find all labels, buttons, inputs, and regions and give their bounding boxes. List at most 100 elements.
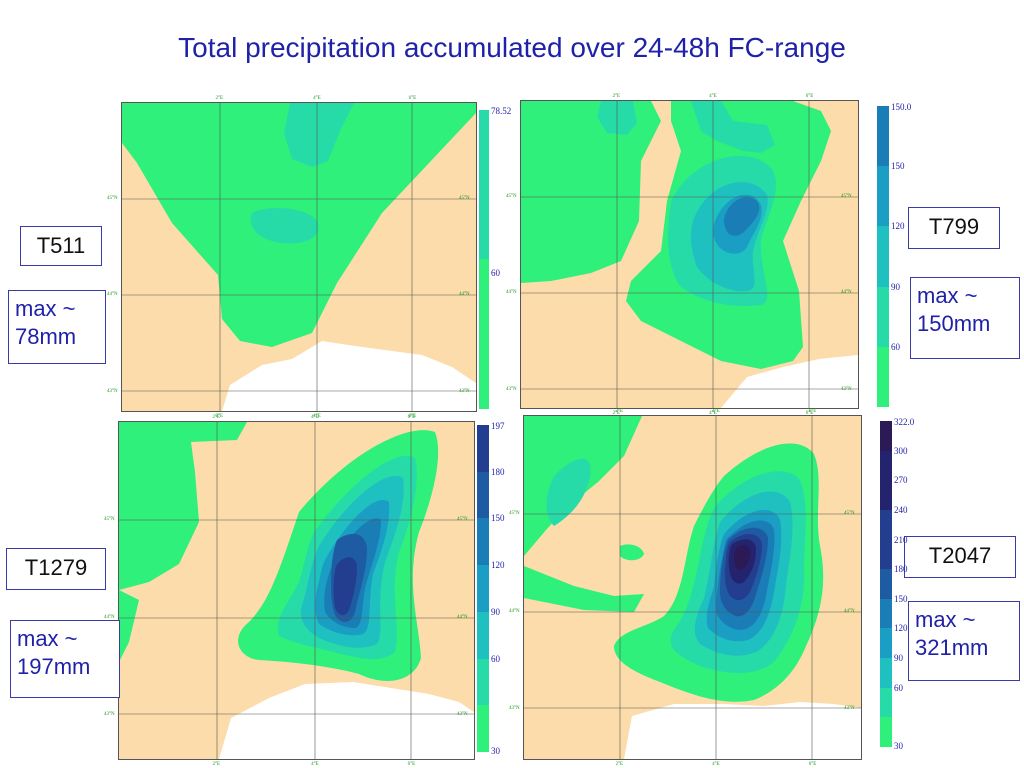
colorbar-tick-label: 120 (891, 221, 905, 232)
colorbar-segment (880, 480, 892, 511)
lat-tick-label: 44°N (506, 290, 517, 296)
lat-tick-label: 43°N (457, 711, 468, 717)
lat-tick-label: 44°N (509, 609, 520, 615)
colorbar-segment (880, 421, 892, 452)
colorbar-segment (880, 509, 892, 541)
resolution-label-t1279: T1279 (6, 548, 106, 590)
precip-area-low (524, 566, 644, 612)
lat-tick-label: 45°N (841, 193, 852, 199)
colorbar-tick-label: 240 (894, 504, 908, 515)
colorbar-tick-label: 60 (491, 653, 500, 664)
colorbar-max-label: 322.0 (894, 417, 915, 427)
lon-tick-label: 6°E (805, 94, 814, 99)
colorbar-t511 (479, 110, 489, 409)
colorbar-t1279 (477, 425, 489, 753)
colorbar-segment (477, 658, 489, 706)
lon-tick-label: 2°E (212, 762, 221, 767)
colorbar-segment (477, 565, 489, 613)
sea (222, 341, 476, 411)
lon-tick-label: 4°E (313, 414, 321, 419)
lat-tick-label: 45°N (844, 510, 855, 516)
lon-tick-label: 4°E (709, 94, 717, 99)
lon-tick-label: 2°E (215, 96, 224, 101)
precip-map-t799 (521, 101, 858, 408)
lat-tick-label: 45°N (104, 516, 115, 522)
sea (219, 682, 474, 759)
lat-tick-label: 45°N (509, 510, 520, 516)
precip-map-t511 (122, 103, 476, 411)
lat-tick-label: 45°N (459, 195, 470, 201)
lon-tick-label: 6°E (805, 411, 814, 416)
colorbar-tick-label: 90 (891, 281, 900, 292)
lon-tick-label: 4°E (712, 409, 720, 414)
colorbar-tick-label: 210 (894, 534, 908, 545)
sea (624, 702, 861, 759)
colorbar-segment (880, 687, 892, 718)
lon-tick-label: 2°E (615, 762, 624, 767)
colorbar-segment (477, 425, 489, 473)
lon-tick-label: 6°E (408, 96, 417, 101)
lat-tick-label: 43°N (844, 705, 855, 711)
map-panel-t1279 (118, 421, 475, 760)
colorbar-segment (479, 259, 489, 409)
lat-tick-label: 43°N (459, 388, 470, 394)
map-panel-t2047 (523, 415, 862, 760)
max-box-t799: max ~ 150mm (910, 277, 1020, 359)
colorbar-tick-label: 120 (491, 560, 505, 571)
lat-tick-label: 44°N (841, 290, 852, 296)
lon-tick-label: 2°E (212, 415, 221, 420)
lat-tick-label: 43°N (509, 705, 520, 711)
lon-tick-label: 2°E (612, 411, 621, 416)
colorbar-t799 (877, 106, 889, 408)
lon-tick-label: 4°E (311, 762, 319, 767)
lon-tick-label: 6°E (808, 409, 817, 414)
colorbar-segment (477, 471, 489, 519)
sea (721, 355, 858, 408)
lon-tick-label: 6°E (407, 762, 416, 767)
colorbar-tick-label: 150 (491, 513, 505, 524)
lon-tick-label: 6°E (408, 414, 417, 419)
colorbar-tick-label: 60 (894, 682, 903, 693)
colorbar-tick-label: 120 (894, 623, 908, 634)
colorbar-segment (880, 628, 892, 659)
colorbar-tick-label: 30 (491, 746, 500, 756)
lat-tick-label: 45°N (506, 193, 517, 199)
colorbar-tick-label: 90 (491, 606, 500, 617)
colorbar-segment (877, 286, 889, 348)
max-box-t511: max ~ 78mm (8, 290, 106, 364)
colorbar-max-label: 78.52 (491, 106, 512, 116)
resolution-label-t511: T511 (20, 226, 102, 266)
lat-tick-label: 45°N (107, 195, 118, 201)
precip-area-mid (250, 208, 319, 244)
colorbar-t2047 (880, 421, 892, 748)
colorbar-tick-label: 60 (891, 341, 900, 352)
colorbar-segment (877, 106, 889, 167)
precip-area-peak (733, 545, 751, 571)
lat-tick-label: 43°N (506, 386, 517, 392)
colorbar-max-label: 150.0 (891, 102, 912, 112)
colorbar-segment (880, 717, 892, 748)
colorbar-segment (477, 518, 489, 566)
lat-tick-label: 43°N (841, 386, 852, 392)
colorbar-segment (880, 450, 892, 481)
colorbar-tick-label: 180 (491, 466, 505, 477)
precip-area-low (119, 422, 247, 590)
precip-area-mid (691, 101, 775, 153)
colorbar-tick-label: 270 (894, 475, 908, 486)
colorbar-segment (479, 110, 489, 260)
lat-tick-label: 44°N (844, 609, 855, 615)
colorbar-segment (877, 346, 889, 408)
lon-tick-label: 4°E (709, 411, 717, 416)
map-panel-t799 (520, 100, 859, 409)
lat-tick-label: 43°N (104, 711, 115, 717)
precip-map-t2047 (524, 416, 861, 759)
precip-area-high (333, 557, 357, 616)
colorbar-tick-label: 150 (894, 593, 908, 604)
resolution-label-t2047: T2047 (904, 536, 1016, 578)
page-title: Total precipitation accumulated over 24-… (178, 32, 846, 63)
colorbar-tick-label: 180 (894, 564, 908, 575)
colorbar-segment (880, 569, 892, 600)
max-box-t1279: max ~ 197mm (10, 620, 120, 698)
colorbar-segment (477, 705, 489, 753)
lat-tick-label: 44°N (457, 615, 468, 621)
